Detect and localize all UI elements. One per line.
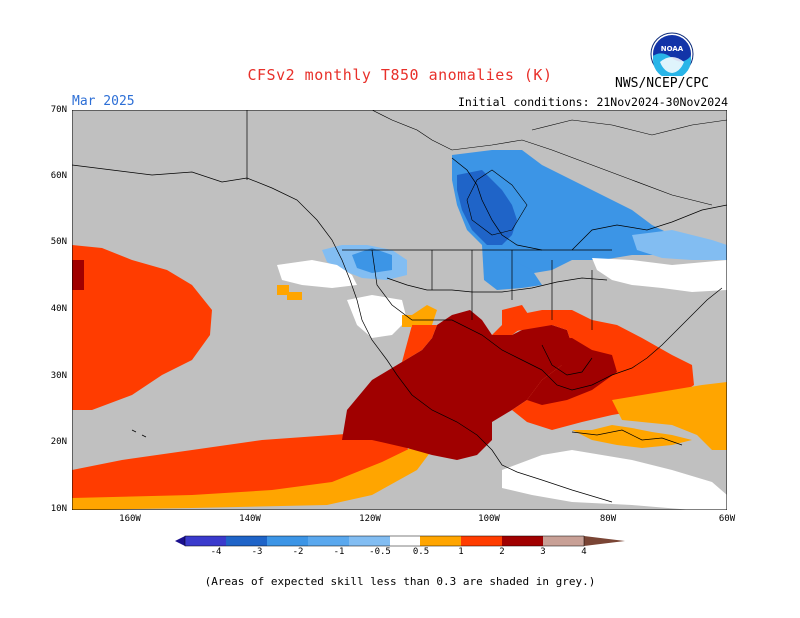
lon-label: 160W	[119, 514, 141, 524]
coastlines	[72, 110, 727, 503]
lon-label: 60W	[718, 514, 736, 524]
legend-label: -2	[292, 547, 304, 557]
lon-label: 120W	[359, 514, 381, 524]
lon-label: 100W	[478, 514, 500, 524]
canada-cold-anomaly	[322, 150, 727, 290]
legend-swatch	[267, 536, 308, 546]
agency-label: NWS/NCEP/CPC	[615, 76, 709, 91]
lat-label: 30N	[50, 371, 67, 381]
legend-label: -3	[251, 547, 263, 557]
legend-label: -1	[333, 547, 345, 557]
lat-label: 10N	[50, 504, 67, 514]
orange-patches	[277, 285, 412, 327]
legend-arrow-right	[584, 536, 625, 546]
legend-swatch	[502, 536, 543, 546]
neutral-skillful-areas	[277, 258, 727, 510]
pacific-warm-anomaly	[72, 245, 432, 510]
legend-swatch	[420, 536, 461, 546]
legend-swatch	[308, 536, 349, 546]
legend-swatch	[349, 536, 390, 546]
lat-label: 50N	[50, 237, 67, 247]
temperature-anomaly-map	[72, 110, 727, 510]
forecast-month: Mar 2025	[72, 94, 135, 109]
legend-label: 2	[499, 547, 505, 557]
lat-label: 70N	[50, 105, 67, 115]
legend-arrow-left	[175, 536, 185, 546]
skill-footnote: (Areas of expected skill less than 0.3 a…	[204, 575, 596, 588]
lon-label: 140W	[239, 514, 261, 524]
legend-label: 3	[540, 547, 546, 557]
chart-title: CFSv2 monthly T850 anomalies (K)	[247, 66, 553, 84]
noaa-logo: NOAA	[650, 32, 694, 76]
legend-label: -4	[210, 547, 222, 557]
lat-label: 40N	[50, 304, 67, 314]
legend-swatch	[543, 536, 584, 546]
legend-label: 0.5	[412, 547, 430, 557]
legend-label: -0.5	[369, 547, 391, 557]
arctic-coastline	[371, 110, 727, 236]
color-legend	[175, 535, 625, 547]
legend-label: 4	[581, 547, 587, 557]
lat-label: 60N	[50, 171, 67, 181]
legend-swatch	[226, 536, 267, 546]
legend-label: 1	[458, 547, 464, 557]
lon-label: 80W	[599, 514, 617, 524]
logo-text: NOAA	[661, 45, 684, 53]
legend-swatch	[461, 536, 502, 546]
lat-label: 20N	[50, 437, 67, 447]
eastern-us-warm-anomaly	[492, 310, 727, 450]
initial-conditions: Initial conditions: 21Nov2024-30Nov2024	[457, 95, 728, 109]
legend-swatch	[185, 536, 226, 546]
legend-swatch	[390, 536, 420, 546]
